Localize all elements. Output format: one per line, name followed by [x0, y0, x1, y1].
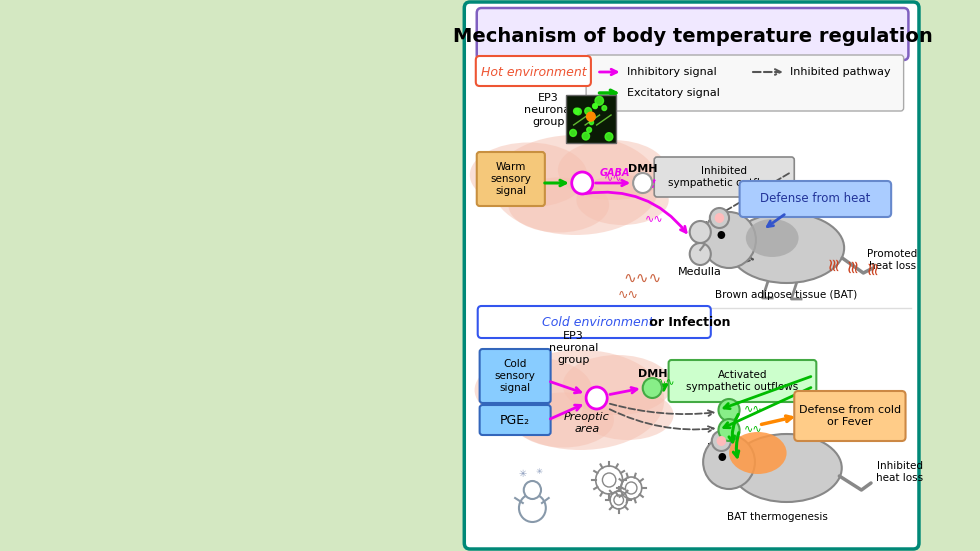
Circle shape: [605, 133, 612, 141]
Ellipse shape: [729, 432, 787, 474]
Circle shape: [714, 213, 724, 223]
FancyBboxPatch shape: [476, 8, 908, 60]
Text: Defense from heat: Defense from heat: [760, 192, 870, 206]
Text: Inhibited
heat loss: Inhibited heat loss: [876, 461, 923, 483]
FancyBboxPatch shape: [476, 56, 591, 86]
Text: GABA: GABA: [600, 168, 630, 178]
Circle shape: [575, 108, 581, 115]
Circle shape: [587, 127, 592, 132]
Text: Mechanism of body temperature regulation: Mechanism of body temperature regulation: [453, 26, 932, 46]
Text: ∿∿∿: ∿∿∿: [623, 271, 662, 285]
Circle shape: [602, 106, 607, 111]
Text: DMH: DMH: [628, 164, 658, 174]
Text: Cold environment: Cold environment: [542, 316, 654, 329]
Circle shape: [633, 173, 653, 193]
Circle shape: [586, 387, 608, 409]
Circle shape: [711, 431, 731, 451]
Text: BAT thermogenesis: BAT thermogenesis: [726, 512, 827, 522]
Text: ∿∿: ∿∿: [744, 403, 762, 413]
Text: Defense from cold
or Fever: Defense from cold or Fever: [799, 405, 901, 427]
Text: Preoptic
area: Preoptic area: [564, 412, 610, 434]
Text: ∿∿: ∿∿: [744, 423, 762, 433]
Text: ≋: ≋: [825, 256, 844, 271]
Text: Inhibited pathway: Inhibited pathway: [791, 67, 891, 77]
Circle shape: [710, 208, 729, 228]
Text: ∿∿: ∿∿: [658, 376, 676, 386]
Circle shape: [519, 494, 546, 522]
Text: Brown adipose tissue (BAT): Brown adipose tissue (BAT): [715, 290, 858, 300]
Text: EP3
neuronal
group: EP3 neuronal group: [524, 94, 573, 127]
Ellipse shape: [509, 177, 610, 233]
Ellipse shape: [514, 392, 613, 447]
Text: Inhibited
sympathetic outflows: Inhibited sympathetic outflows: [668, 166, 780, 188]
Ellipse shape: [576, 175, 668, 225]
Text: or Infection: or Infection: [645, 316, 730, 329]
FancyBboxPatch shape: [477, 306, 710, 338]
Ellipse shape: [497, 350, 664, 450]
Text: Medulla: Medulla: [708, 443, 751, 453]
Circle shape: [569, 129, 576, 137]
Text: Promoted
heat loss: Promoted heat loss: [867, 249, 917, 271]
Ellipse shape: [731, 434, 842, 502]
Ellipse shape: [729, 213, 844, 283]
Text: Hot environment: Hot environment: [480, 67, 586, 79]
Circle shape: [587, 112, 595, 121]
Circle shape: [718, 399, 740, 421]
Ellipse shape: [492, 135, 660, 235]
FancyBboxPatch shape: [740, 181, 891, 217]
Circle shape: [523, 481, 541, 499]
Text: ∿∿: ∿∿: [645, 213, 663, 223]
FancyBboxPatch shape: [476, 152, 545, 206]
Text: ✳: ✳: [518, 469, 527, 479]
FancyBboxPatch shape: [586, 55, 904, 111]
Ellipse shape: [581, 390, 673, 440]
Text: Medulla: Medulla: [678, 267, 722, 277]
FancyBboxPatch shape: [566, 95, 615, 143]
Ellipse shape: [474, 358, 592, 423]
Text: ≋: ≋: [864, 260, 882, 274]
Text: ✳: ✳: [536, 467, 543, 476]
Circle shape: [643, 378, 662, 398]
Text: Cold
sensory
signal: Cold sensory signal: [495, 359, 535, 393]
Circle shape: [595, 96, 604, 105]
Circle shape: [585, 107, 592, 115]
FancyBboxPatch shape: [668, 360, 816, 402]
Text: Excitatory signal: Excitatory signal: [627, 88, 720, 98]
Ellipse shape: [558, 140, 667, 200]
Circle shape: [716, 436, 726, 446]
Circle shape: [703, 435, 755, 489]
Circle shape: [718, 453, 726, 461]
Text: ≋: ≋: [845, 257, 862, 273]
FancyBboxPatch shape: [794, 391, 906, 441]
Text: Activated
sympathetic outflows: Activated sympathetic outflows: [686, 370, 799, 392]
Text: Inhibitory signal: Inhibitory signal: [627, 67, 717, 77]
FancyBboxPatch shape: [479, 349, 551, 403]
Circle shape: [571, 172, 593, 194]
Circle shape: [718, 419, 740, 441]
Circle shape: [703, 212, 756, 268]
Text: ∿∿: ∿∿: [604, 172, 622, 182]
Circle shape: [717, 231, 725, 239]
FancyBboxPatch shape: [479, 405, 551, 435]
Text: Warm
sensory
signal: Warm sensory signal: [490, 163, 531, 196]
Text: ∿∿: ∿∿: [617, 289, 639, 301]
Text: PGE₂: PGE₂: [500, 413, 530, 426]
Ellipse shape: [469, 143, 587, 208]
Circle shape: [582, 132, 590, 140]
Circle shape: [573, 108, 579, 114]
FancyBboxPatch shape: [655, 157, 794, 197]
Ellipse shape: [746, 219, 799, 257]
Ellipse shape: [563, 355, 672, 415]
FancyBboxPatch shape: [465, 2, 919, 549]
Circle shape: [690, 221, 710, 243]
Circle shape: [690, 243, 710, 265]
Circle shape: [593, 104, 598, 109]
Circle shape: [589, 121, 594, 125]
Text: DMH: DMH: [638, 369, 667, 379]
Text: EP3
neuronal
group: EP3 neuronal group: [549, 331, 599, 365]
Circle shape: [593, 104, 597, 109]
